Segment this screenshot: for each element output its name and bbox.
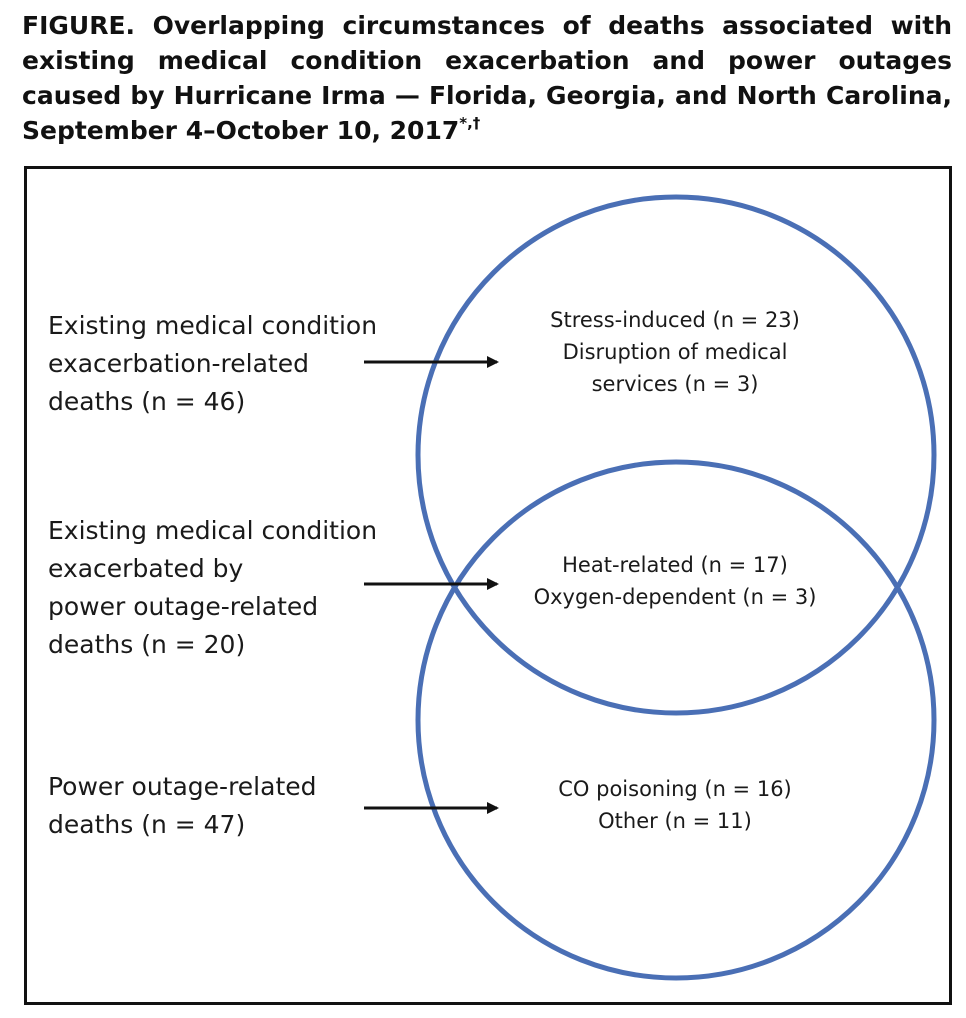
region-power-only: CO poisoning (n = 16) Other (n = 11) [490,773,860,837]
label-power-deaths: Power outage-related deaths (n = 47) [48,768,317,844]
region-line: Heat-related (n = 17) [562,553,788,577]
region-line: Other (n = 11) [598,809,752,833]
region-line: Oxygen-dependent (n = 3) [533,585,817,609]
label-overlap-deaths: Existing medical condition exacerbated b… [48,512,377,664]
label-line: exacerbation-related [48,349,309,378]
title-line-2: existing medical condition exacerbation … [22,46,952,75]
label-line: power outage-related [48,592,319,621]
label-line: deaths (n = 46) [48,387,246,416]
power-outage-circle [415,459,937,981]
figure-title: FIGURE. Overlapping circumstances of dea… [22,8,952,148]
label-line: deaths (n = 20) [48,630,246,659]
region-medical-only: Stress-induced (n = 23) Disruption of me… [490,304,860,400]
title-line-4: September 4–October 10, 2017*,† [22,113,952,148]
label-line: deaths (n = 47) [48,810,246,839]
region-overlap: Heat-related (n = 17) Oxygen-dependent (… [490,549,860,613]
label-medical-deaths: Existing medical condition exacerbation-… [48,307,377,421]
region-line: Stress-induced (n = 23) [550,308,800,332]
label-line: Existing medical condition [48,311,378,340]
label-line: Existing medical condition [48,516,378,545]
figure-frame [24,166,952,1005]
medical-condition-circle [415,194,937,716]
label-line: Power outage-related [48,772,317,801]
title-footnote-marks: *,† [459,114,481,132]
title-line-3: caused by Hurricane Irma — Florida, Geor… [22,81,952,110]
region-line: Disruption of medical [562,340,788,364]
label-line: exacerbated by [48,554,244,583]
title-line-1: FIGURE. Overlapping circumstances of dea… [22,11,952,40]
title-date-range: September 4–October 10, 2017 [22,116,460,145]
region-line: services (n = 3) [591,372,759,396]
region-line: CO poisoning (n = 16) [558,777,792,801]
